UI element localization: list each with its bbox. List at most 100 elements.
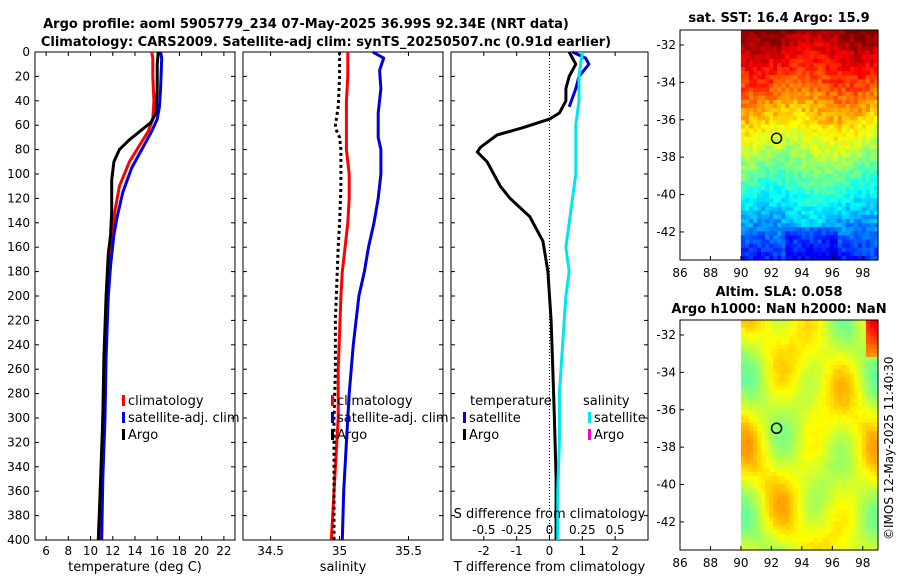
- sst_map-cell: [769, 173, 774, 179]
- sla_map-cell: [861, 402, 867, 407]
- sst_map-cell: [761, 50, 766, 56]
- sla_map-cell: [813, 328, 819, 333]
- sla_map-cell: [757, 463, 762, 469]
- sst_map-cell: [744, 42, 750, 48]
- sst_map-cell: [813, 190, 819, 195]
- sst_map-cell: [789, 177, 794, 183]
- sla_map-cell: [769, 435, 774, 440]
- sla_map-cell: [869, 443, 875, 448]
- sla_map-cell: [757, 336, 762, 342]
- sla_map-cell: [829, 348, 835, 354]
- sst_map-cell: [765, 42, 770, 48]
- difference-xlabel: T difference from climatology: [453, 560, 646, 575]
- sst_map-cell: [837, 34, 843, 39]
- sst_map-cell: [805, 71, 811, 76]
- sst_map-cell: [781, 190, 786, 195]
- sla_map-cell: [805, 324, 811, 329]
- sla_map-cell: [761, 402, 766, 407]
- sla_map-cell: [849, 484, 855, 489]
- sla_map-cell: [761, 529, 766, 535]
- sla_map-cell: [845, 492, 851, 498]
- sst_map-cell: [753, 190, 758, 195]
- sst_map-cell: [865, 34, 871, 39]
- sla_map-cell: [765, 447, 770, 453]
- sla_map-cell: [817, 377, 823, 383]
- sst_map-cell: [861, 62, 867, 68]
- sst_map-cell: [845, 157, 851, 163]
- sla_map-cell: [765, 340, 770, 346]
- sla_map-cell: [853, 435, 859, 440]
- sla_map-cell: [744, 430, 750, 436]
- sla_map-cell: [781, 356, 786, 362]
- sst_map-cell: [757, 239, 762, 245]
- sla_map-cell: [817, 369, 823, 374]
- sla_map-cell: [821, 381, 827, 387]
- sla_map-cell: [785, 508, 790, 514]
- sla_map-cell: [753, 377, 758, 383]
- sst_map-cell: [853, 145, 859, 150]
- sla_map-cell: [744, 389, 750, 395]
- sla_map-cell: [813, 389, 819, 395]
- sla_map-cell: [805, 476, 811, 481]
- sla_map-cell: [849, 447, 855, 453]
- sst_map-cell: [769, 243, 774, 249]
- sst_map-cell: [769, 247, 774, 253]
- sla_map-cell: [740, 545, 746, 551]
- sla_map-cell: [841, 435, 847, 440]
- sst_map-cell: [813, 198, 819, 204]
- sst_map-cell: [841, 149, 847, 154]
- sla_map-cell: [853, 356, 859, 362]
- sst_map-cell: [837, 223, 843, 228]
- sst_map-cell: [761, 181, 766, 187]
- sla_map-cell: [853, 492, 859, 498]
- sst_map-cell: [873, 108, 879, 113]
- sla_map-cell: [861, 471, 867, 477]
- sst_map-cell: [785, 206, 790, 212]
- sst_map-cell: [765, 46, 770, 52]
- sst_map-cell: [781, 161, 786, 167]
- sst_map-cell: [773, 103, 778, 109]
- sla_map-cell: [781, 496, 786, 502]
- sla_map-cell: [837, 410, 843, 416]
- sst_map-cell: [761, 198, 766, 204]
- sla_map-cell: [865, 348, 871, 354]
- sst_map-cell: [833, 136, 839, 142]
- sla_map-cell: [825, 402, 831, 407]
- sla_map-cell: [853, 480, 859, 485]
- sla_map-cell: [861, 451, 867, 457]
- sla_map-cell: [773, 320, 778, 325]
- sla_map-cell: [777, 529, 782, 535]
- sst_map-cell: [869, 231, 875, 236]
- sst_map-cell: [821, 120, 827, 126]
- sst_map-cell: [865, 91, 871, 97]
- sla_map-cell: [753, 373, 758, 379]
- sst_map-cell: [757, 198, 762, 204]
- sla_map-cell: [765, 541, 770, 547]
- sst_map-cell: [744, 251, 750, 257]
- sla_map-cell: [837, 332, 843, 338]
- sst_map-cell: [833, 181, 839, 187]
- sla_map-cell: [845, 414, 851, 420]
- sla_map-cell: [781, 414, 786, 420]
- sst_map-cell: [841, 75, 847, 80]
- sst_map-cell: [773, 58, 778, 64]
- sla_map-cell: [821, 513, 827, 518]
- sst_map-cell: [748, 165, 754, 171]
- sst_map-cell: [769, 71, 774, 76]
- sla_map-cell: [805, 332, 811, 338]
- difference-legend-title-t: temperature: [470, 394, 552, 409]
- sla_map-cell: [829, 332, 835, 338]
- sla_map-cell: [873, 484, 879, 489]
- sst_map-cell: [748, 136, 754, 142]
- sla_map-cell: [769, 381, 774, 387]
- sst_map-cell: [753, 128, 758, 134]
- sst_map-cell: [744, 79, 750, 84]
- sst_map-cell: [781, 54, 786, 60]
- sst_map-cell: [829, 46, 835, 52]
- sla_map-cell: [829, 406, 835, 411]
- sst_map-cell: [841, 54, 847, 60]
- sla_map-cell: [853, 533, 859, 539]
- sla_map-cell: [777, 414, 782, 420]
- sla_map-cell: [833, 324, 839, 329]
